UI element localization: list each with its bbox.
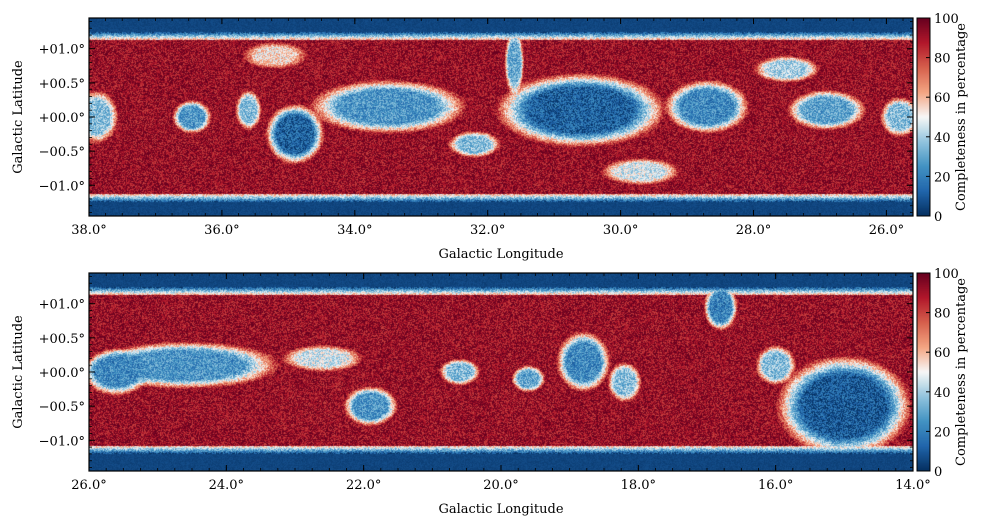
y-tick-label: −01.0° bbox=[39, 434, 85, 449]
x-axis-label: Galactic Longitude bbox=[438, 502, 563, 517]
x-tick-label: 14.0° bbox=[895, 478, 930, 493]
colorbar-tick-label: 60 bbox=[934, 346, 951, 361]
x-tick-label: 20.0° bbox=[483, 478, 518, 493]
x-tick-label: 32.0° bbox=[470, 223, 505, 238]
colorbar bbox=[917, 18, 930, 216]
completeness-heatmap bbox=[89, 18, 913, 216]
x-tick-label: 34.0° bbox=[337, 223, 372, 238]
completeness-map-panel-bottom: 26.0° 24.0° 22.0° 20.0° 18.0° 16.0° 14.0° +01.0… bbox=[11, 267, 969, 517]
colorbar-tick-label: 20 bbox=[934, 170, 951, 185]
x-tick-label: 38.0° bbox=[71, 223, 106, 238]
x-axis-label: Galactic Longitude bbox=[438, 247, 563, 262]
colorbar bbox=[917, 273, 930, 471]
y-axis-label: Galactic Latitude bbox=[11, 315, 26, 429]
y-tick-label: −00.5° bbox=[39, 400, 85, 415]
colorbar-tick-label: 60 bbox=[934, 91, 951, 106]
x-tick-label: 30.0° bbox=[603, 223, 638, 238]
colorbar-tick-label: 100 bbox=[934, 267, 959, 282]
x-tick-label: 18.0° bbox=[621, 478, 656, 493]
colorbar-frame bbox=[916, 17, 931, 217]
x-tick-label: 22.0° bbox=[346, 478, 381, 493]
colorbar-tick-label: 80 bbox=[934, 52, 951, 67]
y-tick-label: −01.0° bbox=[39, 179, 85, 194]
x-tick-label: 24.0° bbox=[209, 478, 244, 493]
colorbar-label: Completeness in percentage bbox=[954, 23, 969, 211]
y-tick-label: +00.5° bbox=[39, 332, 85, 347]
x-tick-label: 28.0° bbox=[736, 223, 771, 238]
colorbar-tick-label: 0 bbox=[934, 465, 942, 480]
colorbar-tick-label: 40 bbox=[934, 386, 951, 401]
colorbar-tick-label: 20 bbox=[934, 425, 951, 440]
x-tick-label: 16.0° bbox=[758, 478, 793, 493]
y-tick-label: −00.5° bbox=[39, 145, 85, 160]
y-tick-label: +01.0° bbox=[39, 298, 85, 313]
y-tick-label: +00.5° bbox=[39, 77, 85, 92]
colorbar-frame bbox=[916, 272, 931, 472]
colorbar-tick-label: 100 bbox=[934, 12, 959, 27]
y-axis-label: Galactic Latitude bbox=[11, 60, 26, 174]
y-tick-label: +01.0° bbox=[39, 43, 85, 58]
colorbar-tick-label: 80 bbox=[934, 307, 951, 322]
x-tick-label: 36.0° bbox=[204, 223, 239, 238]
completeness-heatmap bbox=[89, 273, 913, 471]
y-tick-label: +00.0° bbox=[39, 366, 85, 381]
colorbar-label: Completeness in percentage bbox=[954, 278, 969, 466]
colorbar-tick-label: 40 bbox=[934, 131, 951, 146]
y-tick-label: +00.0° bbox=[39, 111, 85, 126]
completeness-map-panel-top: 38.0° 36.0° 34.0° 32.0° 30.0° 28.0° 26.0° +01.0… bbox=[11, 12, 969, 262]
x-tick-label: 26.0° bbox=[869, 223, 904, 238]
colorbar-tick-label: 0 bbox=[934, 210, 942, 225]
x-tick-label: 26.0° bbox=[71, 478, 106, 493]
